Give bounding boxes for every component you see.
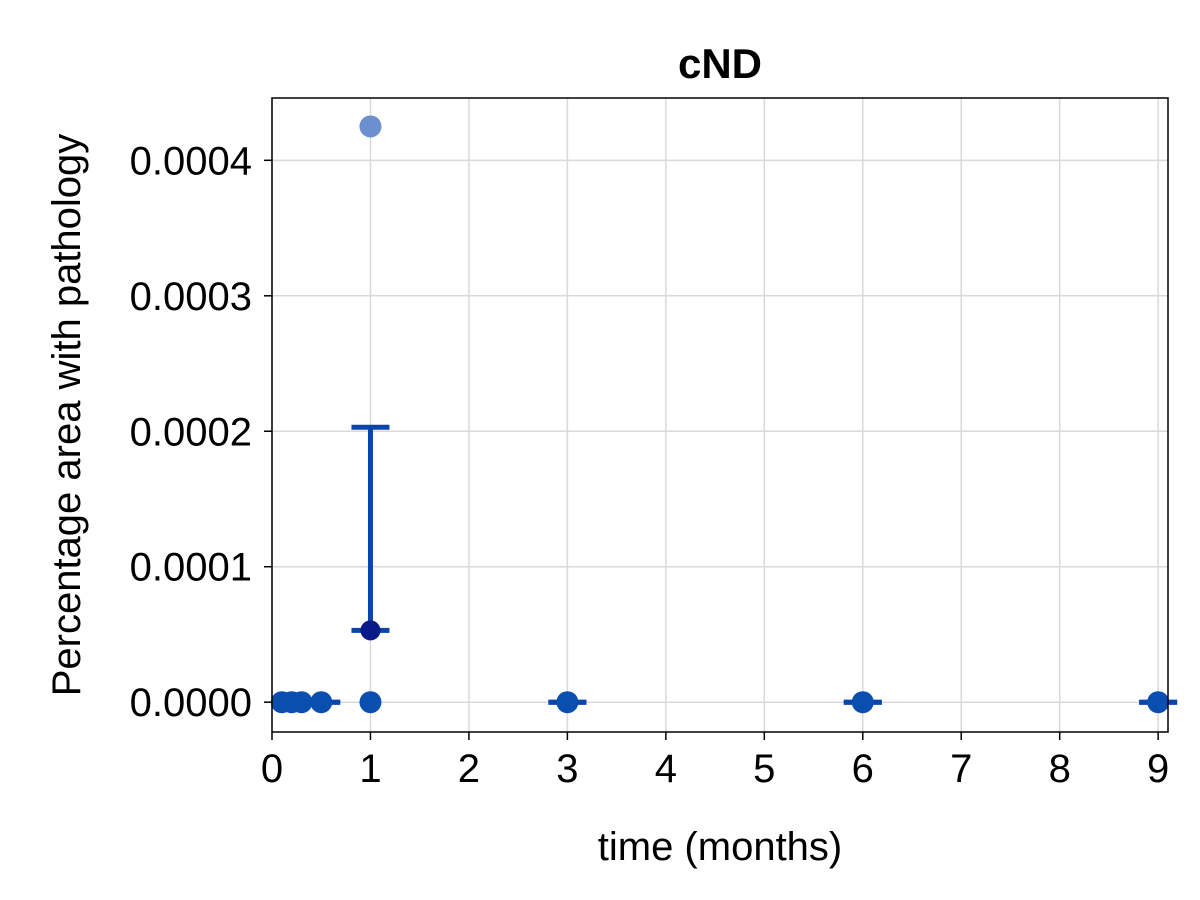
x-tick-label: 2 (458, 747, 480, 791)
data-points (270, 115, 1170, 714)
y-tick-label: 0.0000 (130, 681, 252, 725)
data-point (359, 115, 382, 138)
plot-frame (271, 97, 1169, 733)
data-point (310, 691, 333, 714)
chart-title: cND (678, 40, 762, 87)
y-tick-label: 0.0002 (130, 410, 252, 454)
x-tick-label: 8 (1049, 747, 1071, 791)
y-tick-label: 0.0001 (130, 546, 252, 590)
y-axis-label: Percentage area with pathology (45, 134, 89, 697)
data-point (1147, 691, 1170, 714)
x-tick-label: 0 (261, 747, 283, 791)
x-axis-label: time (months) (598, 825, 843, 869)
x-tick-label: 5 (753, 747, 775, 791)
x-tick-label: 6 (852, 747, 874, 791)
x-tick-label: 3 (556, 747, 578, 791)
x-tick-label: 4 (655, 747, 677, 791)
y-tick-label: 0.0004 (130, 139, 252, 183)
data-point (359, 691, 382, 714)
data-point (851, 691, 874, 714)
x-tick-label: 1 (359, 747, 381, 791)
x-tick-label: 9 (1147, 747, 1169, 791)
errorbar (351, 424, 390, 633)
data-point (290, 691, 313, 714)
errorbars (302, 424, 1178, 705)
x-tick-label: 7 (950, 747, 972, 791)
data-point (556, 691, 579, 714)
mean-point (360, 620, 381, 641)
x-axis-ticks: 0 1 2 3 4 5 6 7 8 9 (261, 732, 1169, 791)
grid (271, 98, 1168, 732)
y-tick-label: 0.0003 (130, 275, 252, 319)
y-axis-ticks: 0.0000 0.0001 0.0002 0.0003 0.0004 (130, 139, 272, 725)
